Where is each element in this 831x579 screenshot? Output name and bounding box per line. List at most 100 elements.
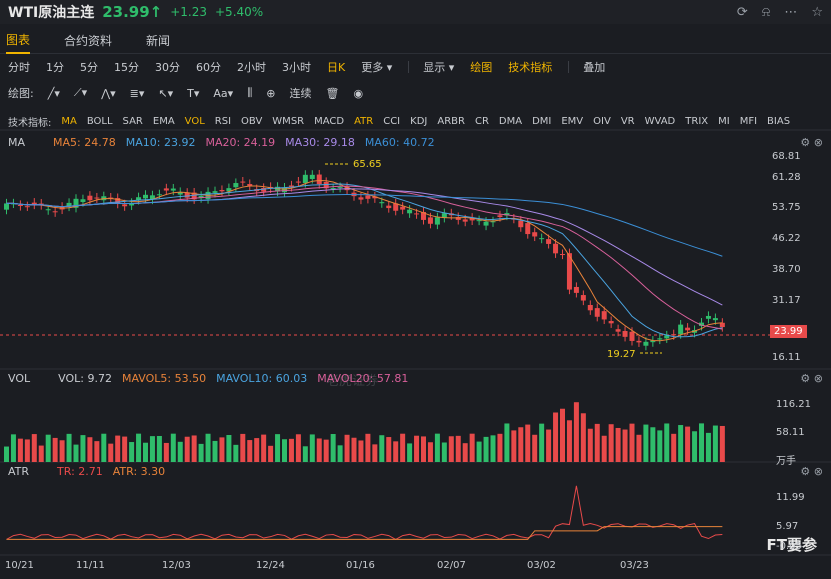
period-item[interactable]: 1分 <box>46 61 64 74</box>
price-change-pct: +5.40% <box>215 5 264 19</box>
indicator-dmi[interactable]: DMI <box>532 115 552 127</box>
indicators-button[interactable]: 技术指标 <box>508 61 553 74</box>
indicator-mi[interactable]: MI <box>718 115 730 127</box>
font-tool-icon[interactable]: Aa▾ <box>213 86 234 100</box>
candle-body <box>365 195 371 199</box>
indicator-oiv[interactable]: OIV <box>593 115 611 127</box>
volume-bar <box>136 433 142 462</box>
candle-body <box>288 185 294 187</box>
arrow-tool-icon[interactable]: ↖▾ <box>158 86 174 100</box>
indicator-dma[interactable]: DMA <box>498 115 523 127</box>
indicator-cci[interactable]: CCI <box>383 115 401 127</box>
indicator-bias[interactable]: BIAS <box>767 115 791 127</box>
period-item[interactable]: 30分 <box>155 61 180 74</box>
indicator-wvad[interactable]: WVAD <box>644 115 676 127</box>
volume-bar <box>532 434 538 462</box>
overlay-button[interactable]: 叠加 <box>583 61 606 74</box>
indicator-atr[interactable]: ATR <box>354 115 374 127</box>
candle-body <box>4 203 9 210</box>
text-tool-icon[interactable]: T▾ <box>187 86 200 100</box>
indicator-vol[interactable]: VOL <box>184 115 205 127</box>
x-axis-label: 02/07 <box>437 560 466 571</box>
tr-line <box>6 485 723 540</box>
period-item[interactable]: 5分 <box>80 61 98 74</box>
fib-tool-icon[interactable]: ≣▾ <box>129 86 145 100</box>
indicator-ema[interactable]: EMA <box>152 115 175 127</box>
candle-body <box>573 286 579 293</box>
candle-body <box>643 341 649 346</box>
price-axis-label: 61.28 <box>772 172 801 183</box>
refresh-icon[interactable]: ⟳ <box>736 4 748 20</box>
indicator-macd[interactable]: MACD <box>314 115 345 127</box>
indicator-vr[interactable]: VR <box>620 115 635 127</box>
indicator-kdj[interactable]: KDJ <box>410 115 428 127</box>
indicator-ma[interactable]: MA <box>61 115 77 127</box>
bell-icon[interactable]: ⍾ <box>761 4 771 20</box>
volume-bar <box>143 442 148 462</box>
period-item[interactable]: 分时 <box>8 61 30 74</box>
indicator-rsi[interactable]: RSI <box>214 115 232 127</box>
volume-bar <box>323 439 329 462</box>
period-item-daily[interactable]: 日K <box>327 61 346 74</box>
indicator-mfi[interactable]: MFI <box>739 115 758 127</box>
divider <box>408 61 410 73</box>
panel-settings-icon[interactable]: ⚙ ⊗ <box>800 135 823 149</box>
candle-body <box>337 187 343 189</box>
volume-bar <box>511 430 517 462</box>
atr-legend: ATR TR: 2.71 ATR: 3.30 ⚙ ⊗ <box>0 463 831 479</box>
candle-body <box>129 202 135 206</box>
draw-button[interactable]: 绘图 <box>470 61 493 74</box>
period-item[interactable]: 60分 <box>196 61 221 74</box>
indicator-cr[interactable]: CR <box>474 115 489 127</box>
indicator-wmsr[interactable]: WMSR <box>272 115 305 127</box>
volume-bar <box>664 423 670 462</box>
star-icon[interactable]: ☆ <box>811 4 823 20</box>
period-item[interactable]: 3小时 <box>282 61 311 74</box>
continuous-toggle[interactable]: 连续 <box>289 87 312 100</box>
panel-settings-icon[interactable]: ⚙ ⊗ <box>800 464 823 478</box>
measure-tool-icon[interactable]: ⫼ <box>247 86 253 99</box>
candle-body <box>615 329 621 332</box>
candle-body <box>622 331 628 337</box>
period-item[interactable]: 2小时 <box>237 61 266 74</box>
volume-bar <box>219 437 225 462</box>
trash-icon[interactable]: 🗑 <box>325 86 340 100</box>
zoom-icon[interactable]: ⊕ <box>266 86 276 100</box>
candle-body <box>87 195 93 201</box>
trend-tool-icon[interactable]: ⟋▾ <box>73 86 88 99</box>
legend-item: ATR: 3.30 <box>112 464 166 478</box>
x-axis-label: 03/23 <box>620 560 649 571</box>
tab-chart[interactable]: 图表 <box>6 27 31 54</box>
indicator-obv[interactable]: OBV <box>241 115 263 127</box>
volume-bar <box>87 437 93 462</box>
indicator-sar[interactable]: SAR <box>122 115 143 127</box>
line-tool-icon[interactable]: ╱▾ <box>47 86 60 100</box>
indicator-emv[interactable]: EMV <box>561 115 584 127</box>
period-more-dropdown[interactable]: 更多 ▾ <box>361 61 393 74</box>
price-axis-label: 46.22 <box>772 233 801 244</box>
indicator-arbr[interactable]: ARBR <box>437 115 465 127</box>
indicator-boll[interactable]: BOLL <box>86 115 113 127</box>
volume-bar <box>4 446 9 462</box>
volume-bar <box>24 439 30 462</box>
volume-bar <box>553 412 559 462</box>
period-item[interactable]: 15分 <box>114 61 139 74</box>
ma-line <box>6 194 723 257</box>
x-axis-label: 10/21 <box>5 560 34 571</box>
panel-settings-icon[interactable]: ⚙ ⊗ <box>800 371 823 385</box>
candle-body <box>198 195 204 199</box>
more-icon[interactable]: ⋯ <box>784 4 798 20</box>
candle-body <box>629 331 635 341</box>
candle-body <box>636 340 642 343</box>
indicator-trix[interactable]: TRIX <box>685 115 709 127</box>
tab-news[interactable]: 新闻 <box>146 34 171 48</box>
contract-title: WTI原油主连 <box>8 5 95 21</box>
eye-icon[interactable]: ◉ <box>353 86 364 100</box>
candle-body <box>24 206 30 208</box>
x-axis-label: 03/02 <box>527 560 556 571</box>
display-dropdown[interactable]: 显示 ▾ <box>423 61 455 74</box>
wave-tool-icon[interactable]: ⋀▾ <box>101 86 116 100</box>
tab-contract-info[interactable]: 合约资料 <box>64 34 113 48</box>
candle-body <box>532 232 538 237</box>
